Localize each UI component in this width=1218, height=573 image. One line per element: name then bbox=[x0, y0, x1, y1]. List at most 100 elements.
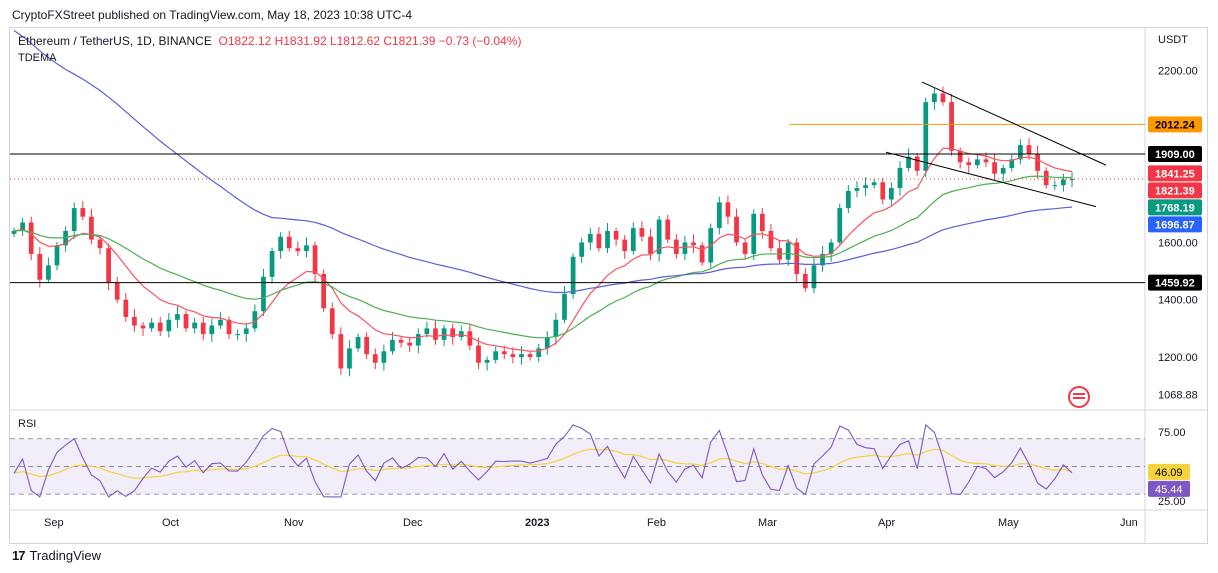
candle-body bbox=[415, 334, 421, 346]
candle-body bbox=[992, 162, 997, 174]
candle-body bbox=[97, 239, 103, 249]
candle-body bbox=[596, 233, 602, 249]
candle-body bbox=[957, 150, 963, 163]
candle-body bbox=[1000, 167, 1006, 174]
us-flag-icon[interactable] bbox=[1068, 386, 1090, 408]
candle-body bbox=[579, 242, 585, 257]
candle-body bbox=[1052, 185, 1058, 187]
candle-body bbox=[261, 276, 266, 312]
candle-body bbox=[433, 328, 438, 340]
currency-unit: USDT bbox=[1158, 34, 1188, 46]
candle-body bbox=[510, 354, 516, 358]
candle-body bbox=[175, 314, 180, 320]
symbol-title[interactable]: Ethereum / TetherUS, 1D, BINANCE bbox=[18, 34, 212, 48]
candle-body bbox=[734, 216, 739, 243]
candle-body bbox=[975, 159, 980, 166]
candle-body bbox=[544, 336, 550, 349]
price-level-text: 1821.39 bbox=[1155, 185, 1195, 197]
candle-body bbox=[476, 345, 481, 363]
rsi-label[interactable]: RSI bbox=[18, 418, 37, 430]
candle-body bbox=[562, 294, 567, 320]
candle-body bbox=[390, 339, 395, 352]
rsi-line bbox=[13, 423, 1073, 498]
symbol-legend: Ethereum / TetherUS, 1D, BINANCE O1822.1… bbox=[18, 34, 521, 48]
candle-body bbox=[46, 265, 51, 280]
candle-body bbox=[192, 322, 197, 329]
candle-body bbox=[71, 208, 77, 231]
price-level-text: 1909.00 bbox=[1155, 149, 1195, 161]
candle-body bbox=[1061, 179, 1066, 186]
candle-body bbox=[949, 102, 954, 151]
candle-body bbox=[80, 208, 86, 217]
candle-body bbox=[209, 325, 215, 335]
footer-brand[interactable]: 17 TradingView bbox=[12, 548, 101, 563]
price-tick-label: 1200.00 bbox=[1158, 352, 1198, 364]
candle-body bbox=[536, 348, 542, 358]
price-tick-label: 2200.00 bbox=[1158, 66, 1198, 78]
candle-body bbox=[587, 233, 593, 243]
candle-body bbox=[811, 265, 817, 289]
candle-body bbox=[20, 222, 25, 231]
candle-body bbox=[914, 156, 920, 171]
candle-body bbox=[398, 339, 404, 343]
ohlc-values: O1822.12 H1831.92 L1812.62 C1821.39 −0.7… bbox=[218, 34, 522, 48]
ema-fast-line bbox=[13, 147, 1073, 352]
candle-body bbox=[441, 328, 447, 340]
candle-body bbox=[854, 188, 860, 191]
rsi-value-tag bbox=[1148, 480, 1190, 497]
price-level-tag bbox=[1148, 199, 1202, 216]
price-level-tag bbox=[1148, 182, 1202, 199]
price-level-text: 1841.25 bbox=[1155, 168, 1195, 180]
candle-body bbox=[820, 253, 825, 266]
candle-body bbox=[725, 202, 731, 217]
candle-body bbox=[200, 322, 206, 335]
footer-text: TradingView bbox=[29, 548, 102, 563]
wedge-upper-trendline bbox=[921, 81, 1107, 166]
candle-body bbox=[880, 182, 886, 200]
candle-body bbox=[682, 242, 688, 254]
candle-body bbox=[37, 253, 43, 280]
time-tick-label: Nov bbox=[284, 517, 304, 529]
price-level-text: 1459.92 bbox=[1155, 278, 1195, 290]
candle-body bbox=[983, 159, 989, 163]
candle-body bbox=[484, 359, 490, 363]
time-tick-label: 2023 bbox=[525, 517, 549, 529]
indicator-label[interactable]: TDEMA bbox=[18, 52, 57, 64]
rsi-tick-label: 75.00 bbox=[1158, 427, 1186, 439]
candle-body bbox=[691, 242, 696, 246]
time-tick-label: Oct bbox=[162, 517, 179, 529]
price-tick-label: 1068.88 bbox=[1158, 390, 1198, 402]
candle-body bbox=[501, 351, 507, 355]
candle-body bbox=[527, 354, 533, 358]
candle-body bbox=[570, 256, 576, 295]
candle-body bbox=[845, 190, 851, 209]
candle-body bbox=[132, 316, 137, 326]
candle-body bbox=[742, 242, 748, 254]
candle-body bbox=[932, 93, 937, 103]
time-tick-label: Mar bbox=[758, 517, 777, 529]
candle-body bbox=[140, 325, 146, 329]
candle-body bbox=[940, 93, 946, 103]
candle-body bbox=[605, 231, 610, 249]
candle-body bbox=[648, 236, 653, 254]
candle-body bbox=[966, 162, 972, 166]
candle-body bbox=[304, 245, 309, 252]
candle-body bbox=[613, 231, 619, 240]
candle-body bbox=[828, 242, 834, 254]
rsi-tick-label: 25.00 bbox=[1158, 496, 1186, 508]
price-level-text: 1768.19 bbox=[1155, 202, 1195, 214]
candle-body bbox=[243, 328, 249, 335]
time-tick-label: Feb bbox=[647, 517, 666, 529]
rsi-value-text: 46.09 bbox=[1155, 467, 1183, 479]
time-tick-label: May bbox=[998, 517, 1019, 529]
candle-body bbox=[338, 334, 344, 369]
candle-body bbox=[889, 188, 894, 200]
price-tick-label: 1600.00 bbox=[1158, 237, 1198, 249]
candle-body bbox=[1009, 159, 1015, 168]
candle-body bbox=[149, 322, 154, 329]
candle-body bbox=[656, 219, 662, 254]
price-tick-label: 1400.00 bbox=[1158, 295, 1198, 307]
candle-body bbox=[1069, 179, 1075, 181]
tradingview-logo-icon: 17 bbox=[12, 548, 26, 563]
